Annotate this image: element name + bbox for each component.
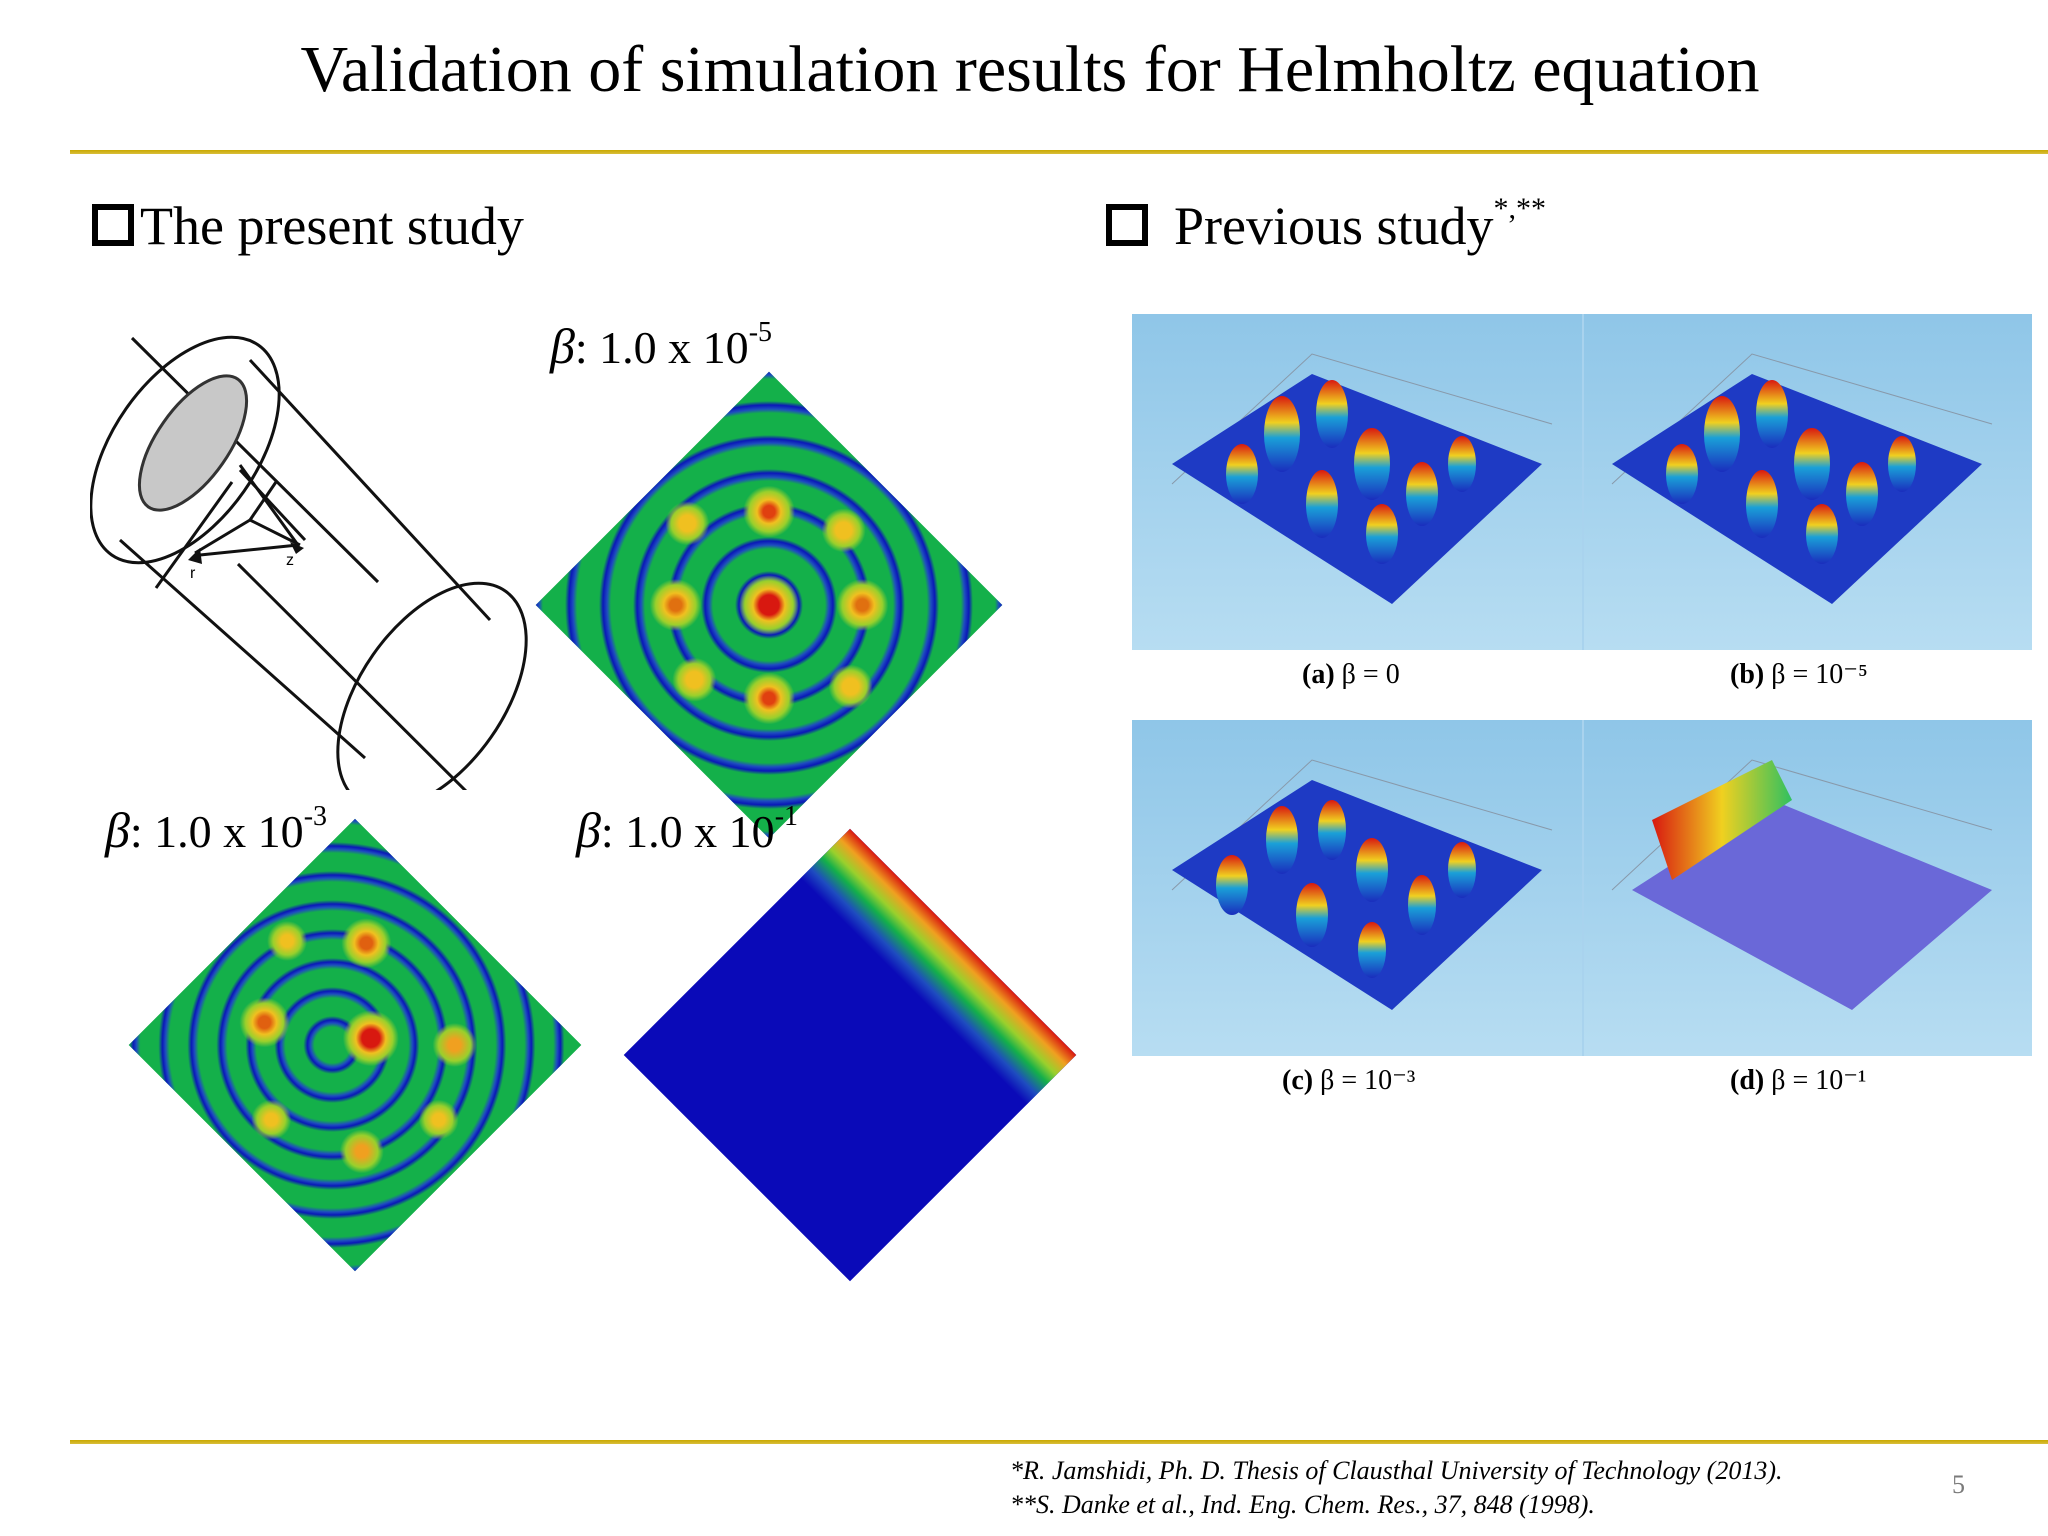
surface-plots-row-2 [1171, 759, 1993, 1010]
beta-label-1: β: 1.0 x 10-5 [550, 317, 773, 374]
checkbox-square-icon [1106, 204, 1148, 246]
caption-b: (b) β = 10⁻⁵ [1730, 659, 1868, 690]
beta-symbol: β [576, 802, 601, 858]
footer-divider [70, 1440, 2048, 1444]
field-map-beta-1e-1 [623, 828, 1077, 1282]
cylinder-diagram: r z [90, 335, 528, 790]
beta-symbol: β [550, 318, 575, 374]
svg-text:z: z [286, 552, 294, 569]
previous-study-label: Previous study [1174, 196, 1494, 256]
references: *R. Jamshidi, Ph. D. Thesis of Clausthal… [1010, 1454, 1783, 1522]
field-map-beta-1e-3 [128, 818, 582, 1272]
beta-label-3: β: 1.0 x 10-1 [576, 801, 799, 858]
present-study-heading: The present study [92, 194, 524, 258]
previous-study-heading: Previous study*,** [1106, 194, 1546, 258]
beta-symbol: β [105, 802, 130, 858]
previous-study-footnote-marks: *,** [1493, 192, 1547, 225]
checkbox-square-icon [92, 204, 134, 246]
reference-2: **S. Danke et al., Ind. Eng. Chem. Res.,… [1010, 1490, 1595, 1519]
slide-title: Validation of simulation results for Hel… [300, 33, 1760, 106]
reference-1: *R. Jamshidi, Ph. D. Thesis of Clausthal… [1010, 1456, 1783, 1485]
field-map-beta-1e-5 [535, 371, 1003, 839]
inner-core [137, 374, 249, 512]
caption-c: (c) β = 10⁻³ [1282, 1065, 1416, 1096]
caption-d: (d) β = 10⁻¹ [1730, 1065, 1867, 1096]
present-study-label: The present study [140, 196, 524, 256]
previous-panel-row-2 [1132, 720, 2032, 1056]
svg-text:r: r [190, 565, 196, 582]
beta-label-2: β: 1.0 x 10-3 [105, 801, 328, 858]
page-number: 5 [1952, 1470, 1965, 1499]
surface-plots-row-1 [1171, 353, 1993, 604]
previous-panel-row-1 [1132, 314, 2032, 650]
caption-a: (a) β = 0 [1302, 659, 1400, 690]
title-divider [70, 150, 2048, 154]
